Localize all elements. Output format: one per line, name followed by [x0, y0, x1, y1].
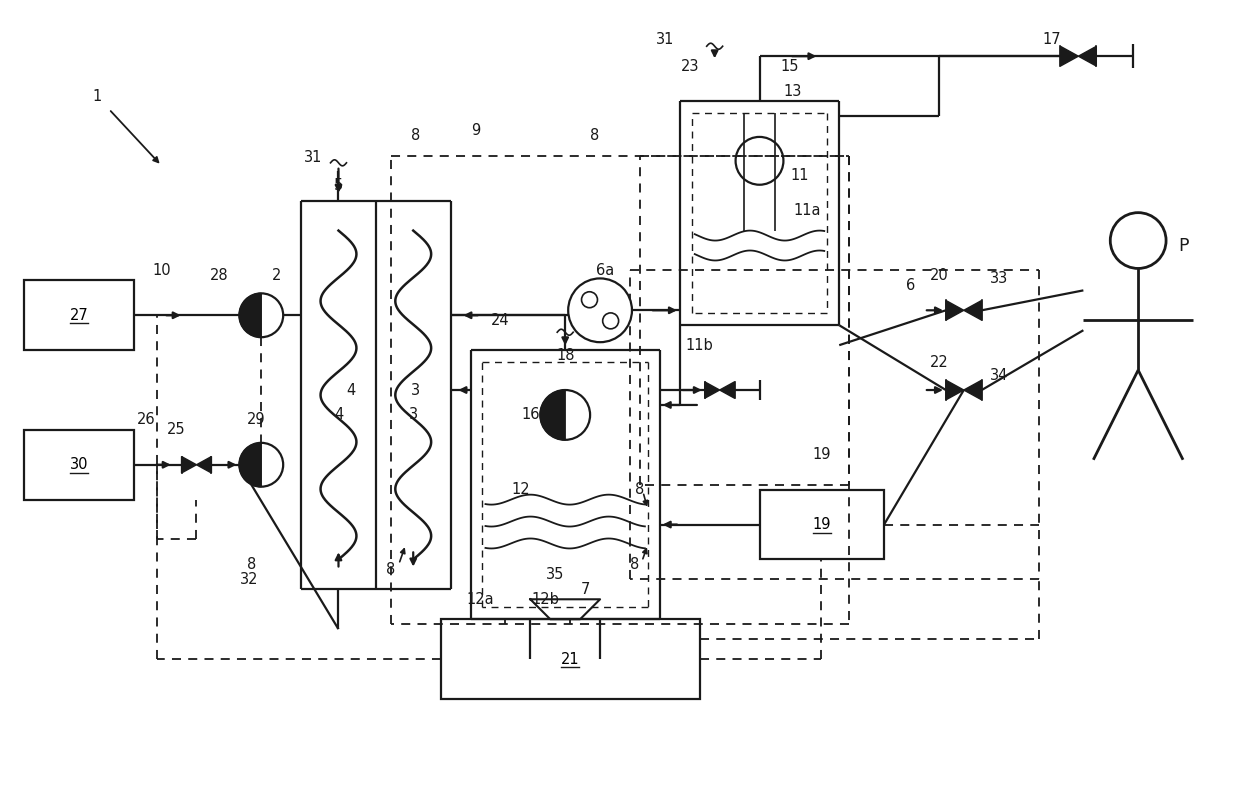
Text: 1: 1	[92, 89, 102, 104]
Polygon shape	[541, 390, 565, 440]
Polygon shape	[1060, 47, 1079, 66]
Polygon shape	[704, 382, 719, 398]
Text: 27: 27	[69, 308, 88, 323]
Text: P: P	[1178, 237, 1188, 255]
Text: 30: 30	[69, 457, 88, 472]
Polygon shape	[239, 293, 262, 337]
Text: 9: 9	[471, 123, 480, 138]
Polygon shape	[719, 382, 734, 398]
Text: 32: 32	[241, 572, 259, 587]
Circle shape	[582, 292, 598, 308]
Text: 28: 28	[210, 268, 228, 283]
Text: 19: 19	[812, 447, 831, 462]
Text: 16: 16	[521, 407, 539, 422]
Bar	[24, 430, 134, 500]
Text: 8: 8	[590, 128, 600, 143]
Polygon shape	[181, 456, 196, 473]
Text: 29: 29	[247, 412, 265, 427]
Polygon shape	[963, 301, 982, 320]
Bar	[24, 280, 134, 350]
Text: 17: 17	[1042, 32, 1060, 47]
Polygon shape	[946, 301, 963, 320]
Text: 5: 5	[334, 178, 342, 193]
Circle shape	[239, 293, 283, 337]
Text: 12a: 12a	[466, 592, 495, 607]
Text: 15: 15	[780, 59, 799, 74]
Text: 34: 34	[990, 368, 1008, 383]
Text: 8: 8	[635, 483, 645, 498]
Circle shape	[239, 443, 283, 486]
Text: 25: 25	[167, 422, 186, 437]
Text: 24: 24	[491, 312, 510, 327]
Text: 7: 7	[580, 582, 590, 597]
Text: 18: 18	[556, 347, 574, 362]
Polygon shape	[946, 380, 963, 400]
Circle shape	[568, 278, 632, 343]
Text: 33: 33	[990, 271, 1008, 286]
Text: 12b: 12b	[531, 592, 559, 607]
Circle shape	[541, 390, 590, 440]
Text: 3: 3	[409, 407, 418, 422]
Text: 31: 31	[304, 150, 322, 165]
Text: 21: 21	[560, 652, 579, 667]
Text: 11b: 11b	[686, 338, 713, 353]
Polygon shape	[963, 380, 982, 400]
Text: 11: 11	[790, 168, 808, 184]
Bar	[760, 490, 884, 559]
Circle shape	[603, 313, 619, 329]
Text: 8: 8	[630, 557, 640, 572]
Text: 3: 3	[412, 383, 420, 398]
Text: 4: 4	[346, 383, 356, 398]
Polygon shape	[196, 456, 212, 473]
Text: 6: 6	[906, 278, 915, 293]
Text: 10: 10	[153, 263, 171, 278]
Text: 20: 20	[930, 268, 949, 283]
Polygon shape	[239, 443, 262, 486]
Text: 14: 14	[546, 412, 564, 427]
Text: 11a: 11a	[794, 203, 821, 218]
Text: 12: 12	[511, 483, 529, 498]
Text: 8: 8	[386, 562, 396, 577]
Bar	[440, 619, 699, 699]
Text: 23: 23	[681, 59, 699, 74]
Text: 31: 31	[656, 32, 675, 47]
Text: 6a: 6a	[596, 263, 614, 278]
Text: 2: 2	[272, 268, 281, 283]
Text: 13: 13	[784, 84, 801, 99]
Polygon shape	[1079, 47, 1096, 66]
Text: 19: 19	[812, 517, 831, 532]
Text: 35: 35	[546, 567, 564, 582]
Text: 8: 8	[247, 557, 255, 572]
Text: 26: 26	[138, 412, 156, 427]
Text: 8: 8	[412, 128, 420, 143]
Text: 22: 22	[930, 354, 949, 369]
Text: 4: 4	[334, 407, 343, 422]
